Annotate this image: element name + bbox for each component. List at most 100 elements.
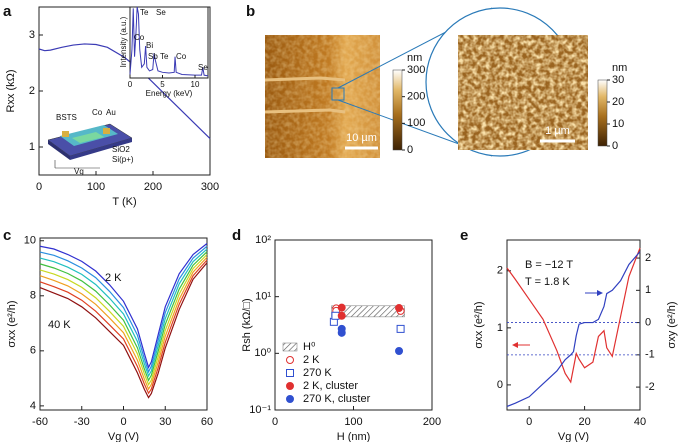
y-tick-label: 2 (29, 85, 35, 97)
colorbar-tick-label: 20 (612, 96, 624, 108)
y-tick-label: 3 (29, 29, 35, 41)
y2-tick-label: -2 (645, 381, 655, 393)
plot-frame (506, 239, 641, 411)
peak-label: Co (176, 52, 187, 61)
y2-tick-label: 0 (645, 316, 651, 328)
x-tick-label: 100 (87, 181, 105, 193)
line-series (506, 251, 641, 408)
schematic-label: Si(p+) (112, 155, 134, 164)
colorbar-tick-label: 300 (407, 64, 425, 76)
schematic-label: Au (106, 108, 116, 117)
x-tick-label: 200 (144, 181, 162, 193)
marker (286, 356, 294, 364)
inset-x-tick-label: 0 (128, 80, 133, 89)
y-tick-label: 6 (30, 345, 36, 357)
peak-label: Se (156, 8, 166, 17)
marker (395, 346, 404, 355)
peak-label: Te (160, 52, 169, 61)
x-tick-label: 0 (36, 181, 42, 193)
y-tick-label: 1 (29, 141, 35, 153)
y2-axis-label: σxy (e²/h) (666, 301, 678, 348)
colorbar-tick-label: 200 (407, 91, 425, 103)
annotation: T = 1.8 K (525, 276, 570, 288)
colorbar-tick-label: 0 (407, 144, 413, 156)
legend-swatch (282, 342, 298, 352)
line-series (39, 256, 208, 391)
x-axis-label: T (K) (112, 196, 136, 208)
marker (286, 382, 294, 390)
inset-y-label: Intensity (a.u.) (119, 16, 128, 67)
legend-label: H⁰ (303, 341, 316, 353)
peak-label: Te (140, 8, 149, 17)
y-tick-label: 10⁻¹ (249, 404, 271, 416)
x-tick-label: 0 (272, 416, 278, 428)
marker (286, 395, 294, 403)
peak-label: Bi (146, 41, 153, 50)
legend-label: 270 K (303, 367, 332, 379)
x-tick-label: 200 (423, 416, 441, 428)
colorbar (392, 69, 403, 151)
line-series (39, 248, 208, 378)
x-tick-label: 30 (159, 416, 171, 428)
y2-tick-label: 2 (645, 252, 651, 264)
schematic (47, 123, 133, 169)
y2-tick-label: -1 (645, 349, 655, 361)
line-series (39, 251, 208, 382)
legend-label: 2 K (303, 354, 320, 366)
colorbar-tick-label: 100 (407, 117, 425, 129)
inset-x-tick-label: 10 (191, 80, 200, 89)
y2-tick-label: 1 (645, 284, 651, 296)
peak-label: Sb (148, 52, 158, 61)
colorbar-tick-label: 30 (612, 74, 624, 86)
y-tick-label: 1 (497, 322, 503, 334)
y-axis-label: Rxx (kΩ) (5, 69, 17, 112)
x-tick-label: 0 (526, 416, 532, 428)
x-tick-label: 100 (344, 416, 362, 428)
colorbar-label: nm (407, 52, 422, 64)
peak-label: Co (134, 33, 145, 42)
scale-bar-label: 1 µm (545, 125, 570, 137)
schematic-label: SiO2 (112, 145, 130, 154)
x-axis-label: Vg (V) (558, 431, 589, 442)
line-series (39, 245, 208, 374)
x-tick-label: 20 (578, 416, 590, 428)
x-tick-label: 0 (120, 416, 126, 428)
x-axis-label: Vg (V) (108, 431, 139, 442)
line-series (39, 259, 208, 395)
marker (395, 304, 404, 313)
annotation: 2 K (105, 272, 122, 284)
y-tick-label: 8 (30, 290, 36, 302)
x-axis-label: H (nm) (337, 431, 371, 442)
line-series (39, 254, 208, 387)
y-tick-label: 10 (24, 235, 36, 247)
line-series (39, 243, 208, 369)
scale-bar-label: 10 µm (346, 132, 377, 144)
y-axis-label: σxx (e²/h) (6, 300, 18, 347)
marker (286, 369, 294, 377)
colorbar (597, 79, 608, 147)
x-tick-label: 40 (634, 416, 646, 428)
y-tick-label: 2 (497, 265, 503, 277)
panel-letter: e (460, 227, 468, 244)
y-tick-label: 0 (497, 379, 503, 391)
line-series (38, 43, 211, 140)
legend-label: 270 K, cluster (303, 393, 371, 405)
inset-line (129, 6, 209, 77)
y-tick-label: 10⁰ (254, 347, 271, 359)
inset-x-label: Energy (keV) (146, 89, 193, 98)
marker (337, 328, 346, 337)
legend-label: 2 K, cluster (303, 380, 358, 392)
x-tick-label: 60 (201, 416, 213, 428)
y-tick-label: 10² (255, 234, 271, 246)
panel-letter: d (232, 227, 241, 244)
x-tick-label: -30 (74, 416, 90, 428)
panel-letter: b (246, 3, 255, 20)
panel-letter: c (3, 227, 11, 244)
afm-images (264, 7, 588, 158)
colorbar-tick-label: 0 (612, 140, 618, 152)
line-series (506, 247, 641, 384)
y-tick-label: 4 (30, 400, 36, 412)
schematic-label: Vg (74, 167, 84, 176)
y-axis-label: σxx (e²/h) (473, 301, 485, 348)
line-series (39, 262, 208, 399)
